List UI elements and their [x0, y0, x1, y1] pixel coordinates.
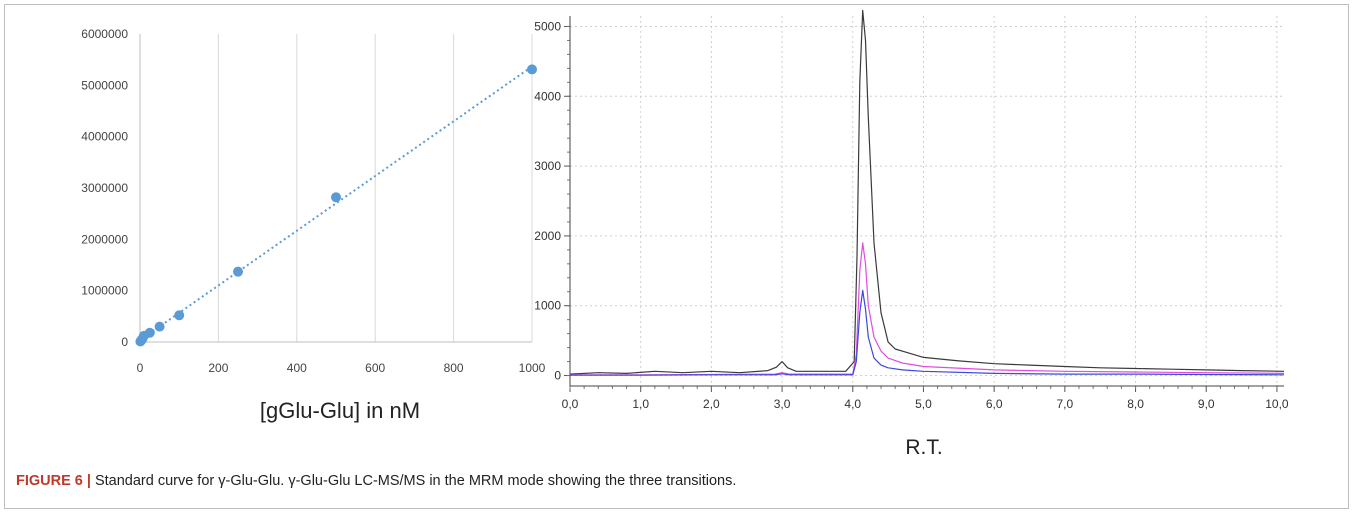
figure-frame: [4, 4, 1349, 509]
y-tick-label: 1000: [534, 299, 561, 313]
x-tick-label: 1000: [519, 361, 546, 375]
y-tick-label: 2000000: [81, 232, 128, 246]
x-tick-label: 6,0: [986, 397, 1003, 411]
x-axis-label: R.T.: [905, 436, 942, 459]
x-tick-label: 8,0: [1127, 397, 1144, 411]
y-tick-label: 4000000: [81, 130, 128, 144]
y-tick-label: 2000: [534, 229, 561, 243]
caption-separator: |: [86, 473, 91, 489]
data-point: [331, 192, 341, 203]
x-tick-label: 9,0: [1198, 397, 1215, 411]
y-tick-label: 5000000: [81, 78, 128, 92]
y-tick-label: 0: [554, 369, 561, 383]
x-tick-label: 600: [365, 361, 385, 375]
trace-3: [570, 289, 1285, 376]
data-point: [174, 310, 185, 321]
y-tick-label: 1000000: [81, 284, 128, 298]
data-point: [527, 64, 537, 75]
x-tick-label: 4,0: [844, 397, 861, 411]
x-tick-label: 800: [444, 361, 464, 375]
y-tick-label: 6000000: [81, 27, 128, 41]
x-tick-label: 7,0: [1057, 397, 1074, 411]
x-tick-label: 5,0: [915, 397, 932, 411]
caption-label: FIGURE 6: [16, 473, 83, 489]
y-tick-label: 5000: [534, 19, 561, 33]
x-tick-label: 200: [208, 361, 228, 375]
y-tick-label: 3000: [534, 159, 561, 173]
chromatogram-chart: 0,0 1,0 2,0 3,0 4,0 5,0 6,0 7,0 8,0 9,0 10,0 0 1000 2…: [534, 9, 1289, 459]
standard-curve-chart: 0 200 400 600 800 1000 0 1000000 2000000 3000000 4…: [81, 27, 546, 423]
trace-1: [569, 9, 1285, 375]
data-point: [154, 321, 165, 332]
caption-text: Standard curve for γ-Glu-Glu. γ-Glu-Glu …: [94, 473, 737, 489]
x-tick-label: 10,0: [1265, 397, 1289, 411]
y-tick-label: 0: [121, 335, 128, 349]
trace-2: [570, 242, 1285, 376]
x-tick-label: 400: [287, 361, 307, 375]
data-point: [144, 327, 155, 338]
x-axis-label: [gGlu-Glu] in nM: [260, 398, 420, 423]
x-tick-label: 0: [137, 361, 144, 375]
x-tick-label: 0,0: [562, 397, 579, 411]
x-tick-label: 1,0: [632, 397, 649, 411]
x-tick-label: 3,0: [774, 397, 791, 411]
y-tick-label: 4000: [534, 89, 561, 103]
x-tick-label: 2,0: [703, 397, 720, 411]
data-point: [233, 266, 243, 277]
figure-caption: FIGURE 6 | Standard curve for γ-Glu-Glu. γ…: [16, 473, 736, 489]
y-tick-label: 3000000: [81, 181, 128, 195]
